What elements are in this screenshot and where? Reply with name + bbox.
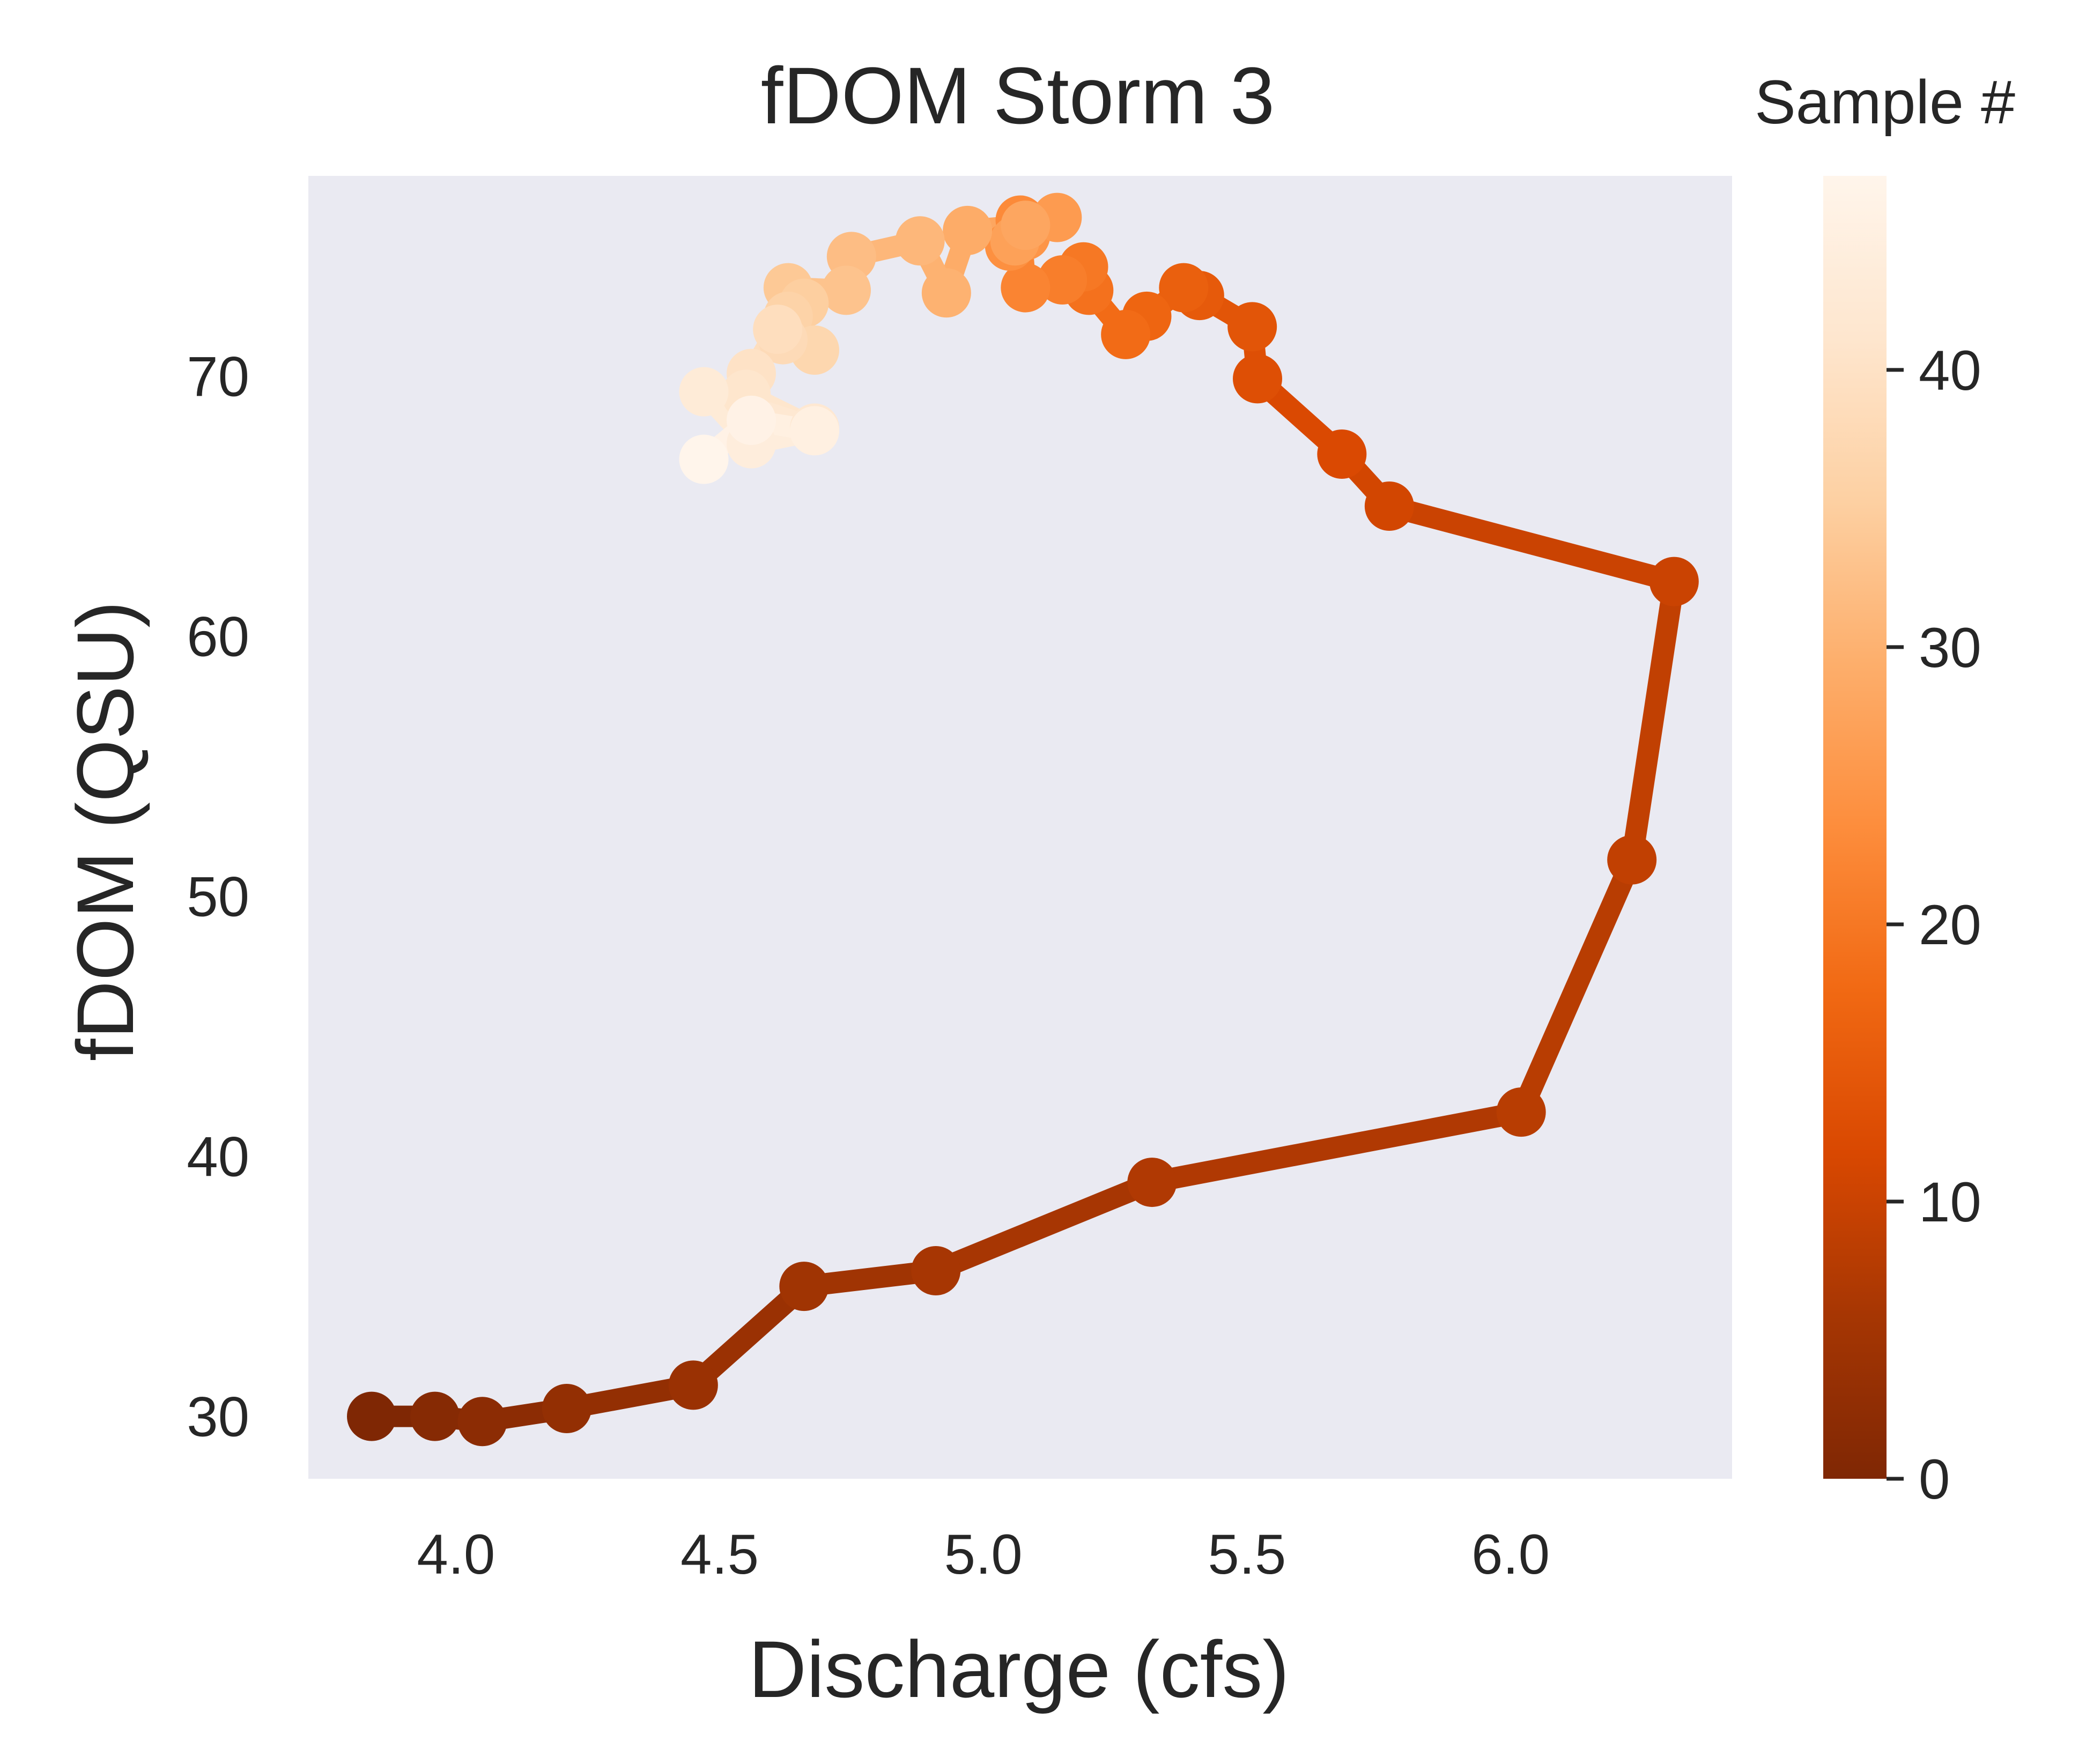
colorbar-tick-label: 20 [1919,894,1981,957]
data-point [410,1391,460,1441]
line-segment [1141,1101,1532,1194]
data-point [911,1246,961,1295]
data-point [679,434,729,484]
line-segment [1510,849,1643,1123]
data-point [347,1391,396,1441]
data-point [1038,255,1088,305]
plot-area [308,176,1732,1479]
data-point [943,205,993,255]
data-point [753,305,803,354]
y-axis-label: fDOM (QSU) [60,601,150,1061]
data-point [790,406,839,456]
colorbar-axis: 0 10 20 30 40 [1887,339,1981,1511]
data-point [779,1262,829,1311]
data-point [1496,1087,1546,1137]
line-segment [925,1172,1163,1281]
data-point [1227,302,1277,352]
data-point [1364,481,1414,531]
data-point [1317,429,1367,479]
data-point [822,265,871,315]
x-tick-label: 5.5 [1208,1523,1286,1586]
data-point [1649,557,1699,606]
data-point [668,1360,718,1410]
data-point [457,1397,507,1447]
data-point [1001,263,1051,313]
x-tick-label: 4.0 [417,1523,495,1586]
colorbar-tick-label: 0 [1919,1448,1950,1511]
y-tick-label: 50 [187,866,249,929]
y-tick-label: 30 [187,1386,249,1449]
colorbar-title: Sample # [1755,68,2015,137]
data-point [542,1384,591,1434]
chart-title: fDOM Storm 3 [761,50,1275,140]
series-markers [347,192,1699,1447]
line-segment [1621,570,1685,871]
data-point [1101,309,1151,359]
colorbar-tick-label: 30 [1919,617,1981,679]
data-point [921,268,971,318]
line-segment [1378,495,1685,592]
x-tick-label: 5.0 [944,1523,1023,1586]
colorbar-tick-label: 40 [1919,339,1981,402]
data-point [895,216,945,266]
y-tick-label: 60 [187,606,249,669]
data-point [1607,835,1657,885]
data-point [1159,263,1209,313]
x-tick-label: 6.0 [1471,1523,1550,1586]
y-tick-label: 70 [187,345,249,408]
x-tick-label: 4.5 [680,1523,759,1586]
data-point [1233,354,1282,404]
colorbar-tick-label: 10 [1919,1171,1981,1234]
data-point [1127,1158,1177,1207]
x-axis: 4.0 4.5 5.0 5.5 6.0 [417,1523,1550,1586]
y-tick-label: 40 [187,1126,249,1189]
y-axis: 30 40 50 60 70 [187,345,249,1448]
data-point [1001,201,1051,250]
data-point [679,367,729,417]
x-axis-label: Discharge (cfs) [749,1624,1290,1714]
data-point [727,395,776,445]
line-segment [682,1276,815,1396]
colorbar [1823,176,1887,1479]
